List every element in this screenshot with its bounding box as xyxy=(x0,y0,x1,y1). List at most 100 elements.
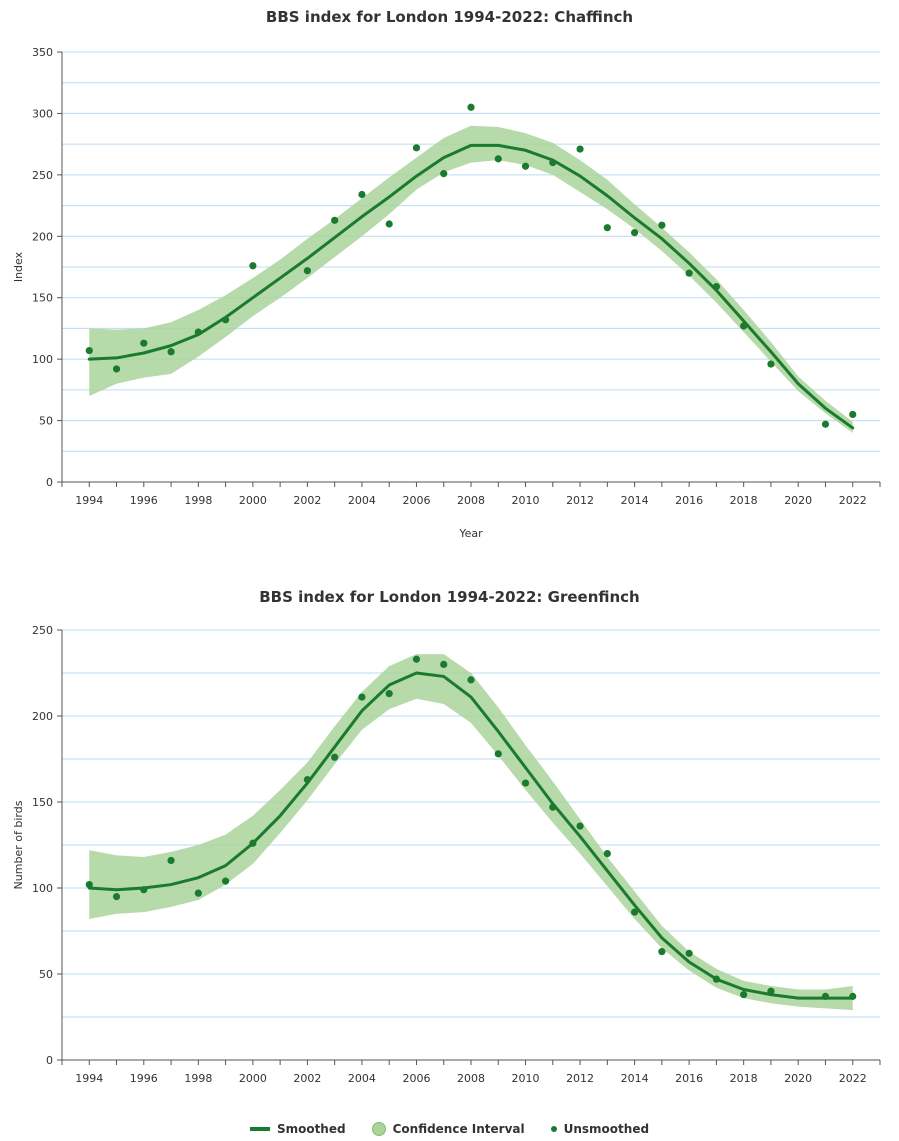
greenfinch-unsmoothed-point xyxy=(412,655,421,663)
legend-line-swatch xyxy=(249,1127,270,1131)
greenfinch-unsmoothed-point xyxy=(249,839,257,847)
chaffinch-unsmoothed-point xyxy=(821,420,830,428)
chaffinch-x-tick-label: 2022 xyxy=(839,494,867,507)
greenfinch-unsmoothed-point xyxy=(576,822,584,830)
chaffinch-x-tick-label: 2020 xyxy=(784,494,812,507)
greenfinch-unsmoothed-point xyxy=(685,949,693,957)
chaffinch-unsmoothed-point xyxy=(521,162,530,170)
greenfinch-unsmoothed-point xyxy=(167,856,175,865)
chaffinch-x-tick-label: 2014 xyxy=(621,494,649,507)
chaffinch-unsmoothed-point xyxy=(685,269,693,277)
chaffinch-x-tick-label: 2008 xyxy=(457,494,485,507)
greenfinch-y-tick-label: 200 xyxy=(32,710,53,723)
greenfinch-x-tick-label: 2002 xyxy=(293,1072,321,1085)
legend-label-confidence-interval: Confidence Interval xyxy=(392,1122,525,1136)
greenfinch-x-tick-label: 1998 xyxy=(184,1072,212,1085)
greenfinch-x-tick-label: 2020 xyxy=(784,1072,812,1085)
chaffinch-y-tick-label: 100 xyxy=(32,353,53,366)
chaffinch-unsmoothed-point xyxy=(85,346,93,355)
chaffinch-unsmoothed-point xyxy=(412,144,421,152)
chaffinch-unsmoothed-point xyxy=(576,145,584,153)
chaffinch-y-tick-label: 50 xyxy=(39,415,53,428)
greenfinch-y-tick-label: 50 xyxy=(39,968,53,981)
chaffinch-unsmoothed-point xyxy=(385,220,393,228)
chaffinch-y-tick-label: 200 xyxy=(32,230,53,243)
greenfinch-unsmoothed-point xyxy=(358,693,366,701)
greenfinch-y-tick-label: 150 xyxy=(32,796,53,809)
greenfinch-x-tick-label: 2022 xyxy=(839,1072,867,1085)
greenfinch-unsmoothed-point xyxy=(740,991,748,999)
greenfinch-x-tick-label: 1996 xyxy=(130,1072,158,1085)
greenfinch-unsmoothed-point xyxy=(385,690,393,698)
chaffinch-x-tick-label: 2012 xyxy=(566,494,594,507)
greenfinch-unsmoothed-point xyxy=(85,880,93,889)
chaffinch-x-tick-label: 2010 xyxy=(512,494,540,507)
greenfinch-x-tick-label: 2012 xyxy=(566,1072,594,1085)
legend-label-smoothed: Smoothed xyxy=(276,1122,346,1136)
greenfinch-y-tick-label: 0 xyxy=(46,1054,53,1067)
chaffinch-y-tick-label: 0 xyxy=(46,476,53,489)
greenfinch-x-tick-label: 2014 xyxy=(621,1072,649,1085)
chaffinch-unsmoothed-point xyxy=(631,229,639,237)
greenfinch-unsmoothed-point xyxy=(849,992,857,1000)
greenfinch-confidence-band xyxy=(89,654,853,1011)
legend-label-unsmoothed: Unsmoothed xyxy=(563,1122,650,1136)
chaffinch-unsmoothed-point xyxy=(494,155,502,163)
greenfinch-smoothed-line xyxy=(87,671,855,1000)
chaffinch-y-tick-label: 250 xyxy=(32,169,53,182)
chaffinch-x-tick-label: 2000 xyxy=(239,494,267,507)
chaffinch-y-tick-label: 150 xyxy=(32,292,53,305)
legend-item-confidence-interval: Confidence Interval xyxy=(371,1122,525,1136)
greenfinch-unsmoothed-point xyxy=(467,676,475,684)
chaffinch-unsmoothed-point xyxy=(112,365,121,373)
greenfinch-unsmoothed-point xyxy=(494,750,502,758)
chaffinch-unsmoothed-point xyxy=(467,103,475,111)
chaffinch-x-tick-label: 2018 xyxy=(730,494,758,507)
chaffinch-unsmoothed-point xyxy=(167,348,175,356)
chaffinch-chart-title: BBS index for London 1994-2022: Chaffinc… xyxy=(265,8,634,26)
chaffinch-x-tick-label: 1994 xyxy=(75,494,103,507)
chaffinch-x-tick-label: 2002 xyxy=(293,494,321,507)
chaffinch-unsmoothed-point xyxy=(658,221,666,229)
chaffinch-y-axis-label: Index xyxy=(12,251,25,282)
chaffinch-unsmoothed-point xyxy=(194,328,202,336)
chaffinch-unsmoothed-point xyxy=(331,216,339,224)
greenfinch-unsmoothed-point xyxy=(521,779,530,787)
chaffinch-unsmoothed-point xyxy=(249,262,257,270)
chaffinch-unsmoothed-point xyxy=(849,410,857,419)
chaffinch-unsmoothed-point xyxy=(712,283,721,291)
greenfinch-unsmoothed-point xyxy=(712,975,721,983)
greenfinch-unsmoothed-point xyxy=(549,803,557,811)
greenfinch-y-tick-label: 100 xyxy=(32,882,53,895)
greenfinch-unsmoothed-point xyxy=(603,850,611,858)
chaffinch-confidence-band xyxy=(89,125,853,433)
chaffinch-unsmoothed-point xyxy=(767,360,775,368)
legend-band-swatch xyxy=(371,1122,386,1136)
chaffinch-unsmoothed-point xyxy=(222,316,230,324)
greenfinch-chart-title: BBS index for London 1994-2022: Greenfin… xyxy=(259,588,640,606)
chaffinch-unsmoothed-point xyxy=(303,267,311,275)
greenfinch-x-tick-label: 2016 xyxy=(675,1072,703,1085)
chaffinch-y-tick-label: 350 xyxy=(32,46,53,59)
chaffinch-x-tick-label: 2016 xyxy=(675,494,703,507)
greenfinch-unsmoothed-point xyxy=(140,886,148,894)
legend-dot-swatch xyxy=(550,1126,557,1132)
greenfinch-unsmoothed-point xyxy=(331,753,339,761)
greenfinch-unsmoothed-point xyxy=(440,660,448,669)
greenfinch-unsmoothed-point xyxy=(194,889,202,897)
chaffinch-chart: 0 50 100 150 200 250 300 350 1994 1996 1998 2000 200… xyxy=(12,46,881,540)
chaffinch-smoothed-line xyxy=(87,143,855,430)
legend-item-smoothed: Smoothed xyxy=(249,1122,346,1136)
greenfinch-x-tick-label: 2018 xyxy=(730,1072,758,1085)
chaffinch-y-tick-label: 300 xyxy=(32,107,53,120)
greenfinch-x-tick-label: 2008 xyxy=(457,1072,485,1085)
greenfinch-y-axis-label: Number of birds xyxy=(12,800,25,889)
chaffinch-x-tick-label: 1998 xyxy=(184,494,212,507)
chaffinch-unsmoothed-point xyxy=(358,190,366,199)
chaffinch-unsmoothed-point xyxy=(140,339,148,347)
greenfinch-unsmoothed-point xyxy=(821,992,830,1000)
chaffinch-unsmoothed-point xyxy=(740,322,748,330)
greenfinch-x-tick-label: 2000 xyxy=(239,1072,267,1085)
chaffinch-unsmoothed-point xyxy=(440,170,448,178)
